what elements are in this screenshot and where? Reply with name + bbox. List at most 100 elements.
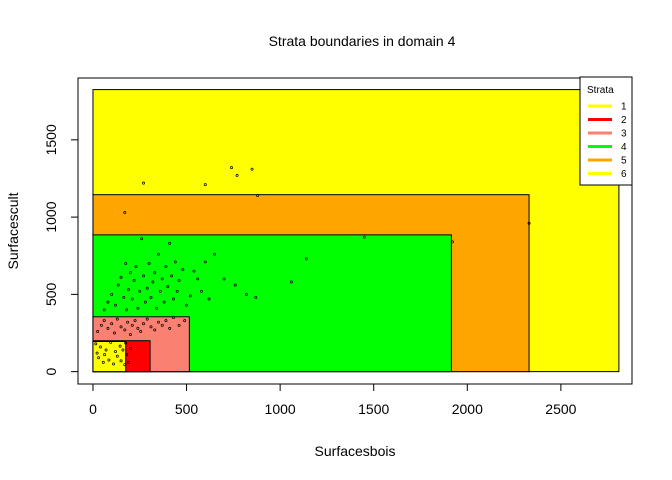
data-point	[200, 289, 203, 293]
data-point	[181, 268, 185, 272]
data-point	[188, 294, 192, 298]
data-point	[222, 277, 226, 281]
y-axis: 0 500 1000 1500	[43, 124, 79, 376]
x-tick-label: 1500	[358, 401, 389, 417]
y-tick-label: 1000	[43, 201, 59, 232]
data-point	[192, 269, 196, 273]
data-point	[153, 271, 157, 275]
strata-layer	[92, 89, 620, 373]
data-point	[149, 325, 153, 329]
data-point	[102, 308, 106, 312]
data-point	[213, 252, 217, 256]
data-point	[250, 167, 254, 171]
data-point	[175, 289, 179, 293]
data-point	[362, 235, 366, 239]
data-point	[153, 328, 157, 332]
data-point	[149, 296, 153, 299]
y-tick-label: 500	[43, 282, 59, 306]
data-point	[103, 353, 107, 357]
legend-label-5: 5	[621, 156, 627, 167]
data-point	[164, 319, 168, 323]
data-point	[183, 319, 187, 323]
data-point	[164, 265, 168, 268]
data-point	[119, 275, 123, 279]
data-point	[125, 353, 129, 357]
data-point	[172, 297, 175, 301]
data-point	[106, 326, 110, 330]
data-point	[133, 319, 137, 323]
y-tick-label: 1500	[43, 124, 59, 155]
data-point	[147, 262, 151, 265]
data-point	[196, 277, 200, 281]
data-point	[155, 306, 159, 310]
data-point	[151, 280, 155, 284]
y-tick-label: 0	[43, 368, 59, 376]
data-point	[304, 257, 308, 261]
data-point	[122, 296, 126, 299]
legend-items: 1 2 3 4 5 6	[588, 102, 627, 180]
legend-label-6: 6	[621, 169, 627, 180]
data-point	[162, 300, 166, 304]
y-axis-label: Surfacescult	[5, 192, 21, 269]
data-point	[123, 363, 127, 367]
data-point	[112, 362, 116, 366]
data-point	[203, 183, 207, 187]
data-point	[450, 240, 454, 244]
data-point	[158, 289, 162, 293]
data-point	[136, 306, 140, 310]
chart-title: Strata boundaries in domain 4	[269, 33, 456, 49]
data-point	[121, 348, 125, 352]
data-point	[140, 237, 144, 241]
data-point	[170, 274, 174, 278]
legend: Strata 1 2 3 4 5 6	[579, 76, 633, 186]
data-point	[203, 260, 207, 264]
data-point	[97, 356, 101, 360]
data-point	[145, 286, 149, 290]
data-point	[143, 300, 147, 304]
data-point	[124, 341, 128, 345]
data-point	[128, 333, 132, 336]
legend-box	[579, 76, 633, 186]
data-point	[128, 347, 132, 350]
data-point	[130, 297, 134, 301]
data-point	[254, 296, 258, 299]
data-point	[115, 354, 119, 358]
data-point	[185, 303, 189, 307]
data-point	[177, 323, 181, 327]
data-point	[106, 300, 110, 304]
legend-label-4: 4	[621, 142, 627, 153]
data-point	[124, 262, 128, 265]
data-point	[145, 317, 149, 321]
stratum-1-rect	[92, 341, 127, 373]
data-point	[139, 330, 143, 333]
data-point	[233, 283, 237, 287]
data-point	[127, 288, 130, 292]
x-tick-label: 0	[89, 401, 97, 417]
data-point	[160, 277, 164, 281]
data-point	[166, 285, 170, 289]
data-point	[235, 173, 239, 177]
x-axis-label: Surfacesbois	[315, 443, 396, 459]
data-point	[157, 320, 160, 324]
data-point	[128, 271, 132, 275]
data-point	[123, 328, 127, 332]
data-point	[134, 265, 138, 268]
data-point	[142, 274, 145, 278]
data-point	[289, 280, 293, 284]
data-point	[256, 194, 260, 197]
data-point	[119, 359, 123, 363]
data-point	[168, 326, 172, 330]
data-point	[107, 358, 111, 362]
data-point	[138, 289, 142, 293]
data-point	[96, 330, 100, 333]
legend-label-1: 1	[621, 102, 627, 113]
data-point	[113, 350, 117, 353]
x-tick-label: 2000	[452, 401, 483, 417]
data-point	[160, 323, 164, 327]
data-point	[142, 322, 145, 326]
data-point	[527, 221, 531, 225]
data-point	[127, 360, 130, 364]
data-point	[126, 320, 130, 324]
data-point	[99, 345, 102, 349]
